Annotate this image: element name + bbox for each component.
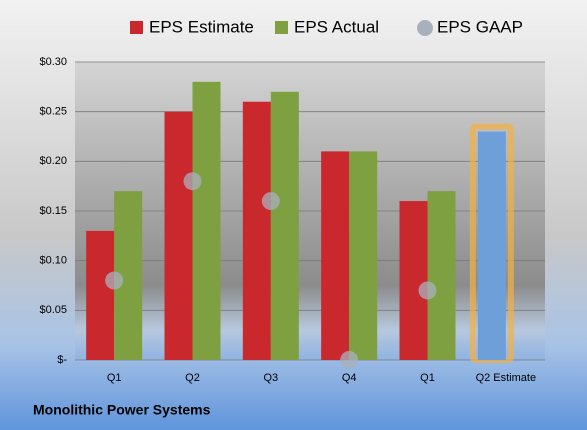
y-tick-label: $0.15 [39, 205, 67, 217]
y-tick-label: $0.10 [39, 255, 67, 267]
gaap-marker [340, 351, 359, 369]
y-tick-label: $- [57, 354, 67, 366]
legend-label: EPS Estimate [149, 17, 254, 36]
bar [399, 201, 428, 360]
bar [427, 191, 456, 360]
gaap-marker [261, 192, 280, 211]
x-tick-label: Q4 [342, 372, 357, 384]
bar [192, 81, 221, 360]
gaap-marker [183, 172, 202, 191]
legend-label: EPS Actual [294, 17, 379, 36]
bar [270, 91, 299, 361]
bar [477, 131, 506, 360]
gaap-marker [418, 281, 437, 300]
bar [321, 151, 350, 360]
chart-title: Monolithic Power Systems [33, 402, 211, 418]
x-tick-label: Q1 [420, 372, 435, 384]
bar [164, 111, 193, 361]
x-tick-label: Q1 [107, 372, 122, 384]
gaap-marker [105, 271, 124, 290]
legend-marker [275, 21, 288, 34]
y-tick-label: $0.30 [39, 56, 67, 68]
y-tick-label: $0.05 [39, 304, 67, 316]
bar [86, 230, 115, 360]
x-tick-label: Q2 [185, 372, 200, 384]
legend-marker [417, 20, 433, 36]
y-tick-label: $0.20 [39, 155, 67, 167]
bar [242, 101, 271, 360]
x-tick-label: Q3 [263, 372, 278, 384]
legend-marker [130, 21, 143, 34]
x-tick-label: Q2 Estimate [476, 372, 537, 384]
y-tick-label: $0.25 [39, 106, 67, 118]
legend-label: EPS GAAP [437, 17, 523, 36]
bar [349, 151, 378, 360]
